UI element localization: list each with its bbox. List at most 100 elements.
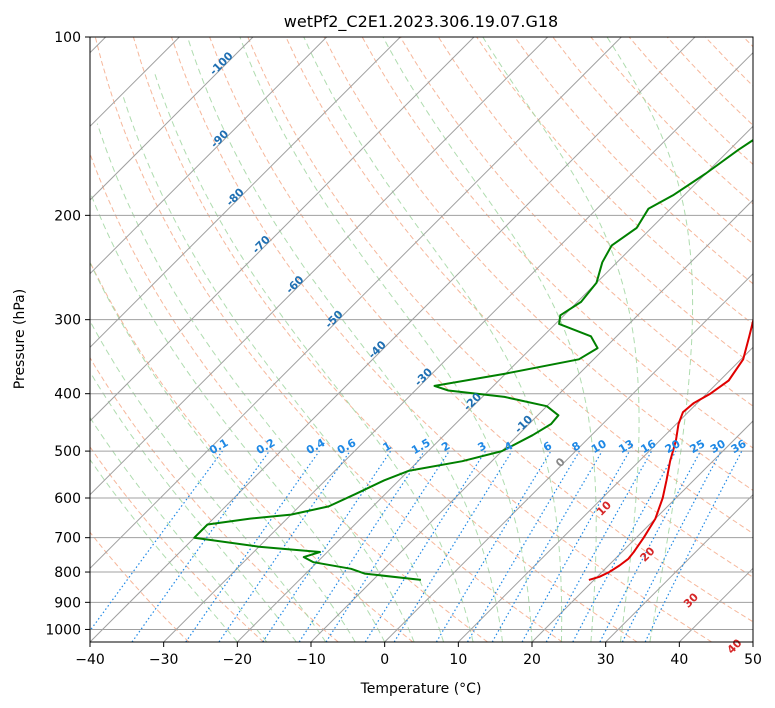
y-tick-label: 100 bbox=[54, 30, 81, 46]
mixing-ratio-label: 20 bbox=[663, 437, 683, 456]
isotherm-line bbox=[605, 493, 753, 642]
isotherm-line bbox=[90, 37, 254, 201]
dewpoint-trace bbox=[193, 138, 753, 581]
mixing-ratio-label: 13 bbox=[616, 437, 636, 456]
isotherm-line bbox=[90, 37, 549, 496]
y-tick-label: 700 bbox=[54, 531, 81, 547]
moist-adiabat bbox=[90, 416, 268, 642]
isotherm-label: -100 bbox=[207, 49, 236, 78]
y-axis-title: Pressure (hPa) bbox=[12, 289, 28, 389]
isotherm-line bbox=[90, 37, 475, 422]
mixing-ratio-line bbox=[218, 450, 351, 642]
mixing-ratio-line bbox=[466, 450, 580, 642]
mixing-ratio-label: 1 bbox=[381, 439, 394, 454]
mixing-ratio-label: 25 bbox=[688, 437, 708, 456]
isotherm-label: -70 bbox=[250, 233, 273, 256]
isotherm-label: -40 bbox=[366, 338, 389, 361]
moist-adiabat bbox=[303, 37, 563, 642]
dry-adiabat bbox=[90, 260, 414, 642]
dry-adiabat bbox=[399, 37, 753, 407]
line-labels: -100-90-80-70-60-50-40-30-20-100.1 0.2 0.4… bbox=[207, 49, 749, 656]
moist-adiabat bbox=[187, 37, 503, 642]
mixing-ratio-line bbox=[131, 450, 270, 642]
y-tick-label: 900 bbox=[54, 595, 81, 611]
moist-adiabat bbox=[90, 320, 327, 642]
isotherm-line bbox=[752, 641, 753, 642]
mixing-ratio-label: 6 bbox=[541, 439, 554, 454]
moist-adiabat bbox=[96, 123, 415, 642]
dry-adiabat bbox=[94, 37, 563, 642]
isotherm-line bbox=[310, 199, 753, 642]
moist-adiabat bbox=[154, 72, 474, 642]
plot-frame bbox=[89, 36, 754, 643]
moist-adiabat bbox=[90, 370, 297, 642]
axes: −40 −30 −20 −10 0 10 20 30 40 5010020030040050060… bbox=[45, 30, 762, 668]
mixing-ratio-line bbox=[185, 450, 320, 642]
dry-adiabat bbox=[247, 37, 753, 578]
dry-adiabat bbox=[90, 531, 190, 642]
y-tick-label: 800 bbox=[54, 565, 81, 581]
dry-adiabat bbox=[552, 37, 753, 245]
isotherm-line bbox=[163, 51, 753, 642]
mixing-ratio-label: 1.5 bbox=[409, 436, 432, 457]
dry-adiabat bbox=[90, 446, 264, 642]
isotherm-line bbox=[457, 346, 753, 642]
mixing-ratio-label: 16 bbox=[639, 437, 659, 456]
moist-adiabat bbox=[90, 261, 356, 642]
x-tick-label: −20 bbox=[223, 652, 253, 668]
dry-adiabat bbox=[666, 37, 753, 126]
dry-adiabat bbox=[132, 37, 638, 642]
mixing-ratio-line bbox=[90, 450, 223, 632]
moist-adiabat bbox=[606, 37, 694, 642]
mixing-ratio-label: 30 bbox=[708, 437, 728, 456]
dry-adiabat bbox=[171, 37, 712, 642]
isotherm-line bbox=[90, 37, 696, 642]
dry-adiabat bbox=[209, 37, 753, 623]
isotherm-label: -90 bbox=[208, 127, 231, 150]
mixing-ratio-line bbox=[298, 450, 425, 642]
isotherm-label: -80 bbox=[224, 185, 247, 208]
temperature-trace bbox=[588, 318, 753, 581]
moist-adiabat bbox=[382, 37, 597, 642]
moist-adiabat bbox=[90, 190, 386, 642]
isotherm-line bbox=[384, 272, 753, 642]
dry-adiabat bbox=[90, 356, 339, 642]
isotherm-line bbox=[678, 567, 753, 642]
x-tick-label: −30 bbox=[149, 652, 179, 668]
moist-adiabat bbox=[122, 94, 445, 642]
x-axis-title: Temperature (°C) bbox=[360, 681, 482, 697]
data-series bbox=[193, 138, 753, 581]
y-tick-label: 300 bbox=[54, 313, 81, 329]
y-tick-label: 600 bbox=[54, 491, 81, 507]
x-tick-label: 10 bbox=[449, 652, 467, 668]
dry-adiabat bbox=[285, 37, 753, 535]
moist-adiabat bbox=[239, 37, 533, 642]
isotherm-label: -50 bbox=[322, 308, 345, 331]
dry-adiabat bbox=[590, 37, 753, 205]
x-tick-label: −40 bbox=[75, 652, 105, 668]
mixing-ratio-label: 2 bbox=[439, 439, 452, 454]
dry-adiabat bbox=[90, 152, 488, 642]
lcl-label: 30 bbox=[681, 590, 701, 610]
mixing-ratio-label: 4 bbox=[502, 439, 515, 454]
isotherm-line bbox=[531, 420, 753, 642]
mixing-ratio-label: 0.2 bbox=[254, 436, 277, 457]
mixing-ratio-line bbox=[644, 450, 743, 642]
mixing-ratio-line bbox=[325, 450, 450, 642]
mixing-ratio-line bbox=[262, 450, 392, 642]
mixing-ratio-line bbox=[521, 450, 631, 642]
x-tick-label: 0 bbox=[380, 652, 389, 668]
lcl-label: 20 bbox=[638, 544, 658, 564]
dry-adiabat bbox=[323, 37, 753, 491]
isotherm-line bbox=[90, 37, 401, 349]
mixing-ratio-label: 0.6 bbox=[335, 436, 359, 457]
mixing-ratio-line bbox=[572, 450, 677, 642]
moist-adiabat bbox=[482, 37, 640, 642]
mixing-ratio-label: 3 bbox=[475, 439, 488, 454]
isotherm-label: -10 bbox=[512, 412, 535, 435]
x-tick-label: 20 bbox=[523, 652, 541, 668]
isotherm-line bbox=[90, 37, 328, 275]
lcl-label: 40 bbox=[725, 636, 745, 656]
dry-adiabat bbox=[361, 37, 753, 449]
